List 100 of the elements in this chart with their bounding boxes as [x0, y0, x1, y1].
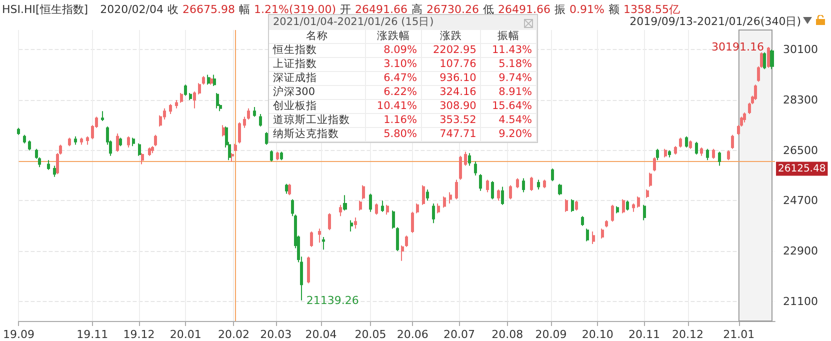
candlestick [288, 183, 291, 196]
candlestick [193, 91, 196, 109]
candlestick [132, 137, 135, 147]
text: 2020/02/04 收 26675.98 幅 1.21%(319.00) 开 26491.66 高 26730.26 低 26491.66 振 0.91% 额 1358.55亿 [100, 3, 680, 16]
candlestick [656, 148, 659, 161]
candlestick [449, 192, 452, 204]
annotation: 6.22% [366, 86, 422, 100]
annotation: 纳斯达克指数 [269, 128, 366, 142]
candlestick [571, 198, 574, 212]
candlestick [339, 204, 342, 217]
annotation: 8.91% [480, 86, 536, 100]
candlestick [486, 179, 489, 193]
annotation: 308.90 [421, 100, 481, 114]
annotation: 10.41% [366, 100, 422, 114]
candlestick [68, 137, 71, 147]
candlestick [432, 202, 435, 224]
candlestick [74, 136, 77, 146]
x-tick-label: 20.12 [672, 328, 704, 341]
x-tick-label: 20.05 [354, 328, 386, 341]
candlestick [238, 122, 241, 144]
candlestick [416, 202, 419, 214]
candlestick [497, 188, 500, 202]
candlestick [343, 194, 347, 211]
candlestick [632, 202, 635, 212]
candlestick [706, 148, 709, 161]
candlestick [763, 52, 766, 70]
candlestick [674, 146, 677, 156]
candlestick [86, 136, 89, 146]
candlestick [643, 204, 646, 221]
candlestick [581, 216, 584, 226]
candlestick [426, 188, 429, 202]
chart-title: HSI.HI[恒生指数] [2, 3, 88, 16]
candlestick [101, 110, 104, 122]
y-tick-label: 22900 [783, 244, 818, 258]
candlestick [169, 104, 172, 114]
candlestick [718, 151, 721, 166]
candlestick [646, 188, 649, 198]
candlestick [479, 174, 482, 192]
candlestick [743, 112, 746, 123]
candlestick [198, 82, 201, 95]
candlestick [210, 77, 213, 86]
candlestick [350, 220, 353, 232]
candlestick [280, 151, 283, 161]
candlestick [611, 204, 614, 222]
annotation: 9.74% [480, 72, 536, 86]
text: 2021/01/04-2021/01/26 (15日) [269, 15, 537, 30]
x-tick-label: 19.11 [76, 328, 108, 341]
x-tick-label: 19.09 [2, 328, 34, 341]
x-tick-label: 20.11 [628, 328, 660, 341]
candlestick [154, 134, 157, 147]
annotation: 21139.26 [306, 294, 359, 307]
candlestick [509, 184, 512, 200]
candlestick [141, 152, 144, 165]
annotation: 936.10 [421, 72, 481, 86]
candlestick [396, 226, 399, 252]
candlestick [437, 202, 440, 214]
x-tick-label: 20.10 [582, 328, 614, 341]
candlestick [464, 151, 467, 166]
x-tick-label: 20.01 [170, 328, 202, 341]
candlestick [47, 160, 50, 170]
y-tick-label: 26500 [783, 144, 818, 157]
candlestick [592, 230, 595, 245]
candlestick [664, 148, 667, 158]
candlestick [575, 200, 578, 211]
candlestick [213, 74, 216, 86]
annotation: 恒生指数 [269, 44, 366, 58]
candlestick [119, 137, 122, 147]
candlestick [189, 92, 192, 100]
candlestick [265, 132, 268, 146]
candlestick [318, 228, 321, 244]
candlestick [501, 186, 504, 206]
y-tick-label: 30100 [783, 43, 818, 56]
x-tick-label: 20.08 [492, 328, 524, 341]
candlestick [530, 176, 533, 192]
annotation: 30191.16 [711, 40, 764, 54]
candlestick [216, 92, 219, 109]
candlestick [491, 180, 494, 200]
candlestick [712, 148, 715, 160]
annotation: 5.80% [366, 128, 422, 142]
candlestick [151, 146, 154, 154]
candlestick [770, 49, 774, 70]
candlestick [649, 172, 652, 188]
candlestick [386, 204, 389, 216]
candlestick [322, 236, 325, 250]
candlestick [605, 220, 608, 228]
x-tick-label: 20.04 [305, 328, 337, 341]
candlestick [354, 216, 357, 230]
annotation: 9.20% [480, 128, 536, 142]
annotation: 5.18% [480, 58, 536, 72]
candlestick [180, 92, 183, 104]
candlestick [727, 150, 730, 161]
x-tick-label: 20.06 [396, 328, 428, 341]
candlestick [381, 200, 384, 212]
candlestick [601, 228, 604, 239]
annotation: 道琼斯工业指数 [269, 114, 366, 128]
candlestick [285, 183, 288, 194]
candlestick [405, 235, 408, 248]
candlestick [422, 184, 425, 206]
candlestick [207, 74, 210, 86]
candlestick [468, 152, 471, 166]
